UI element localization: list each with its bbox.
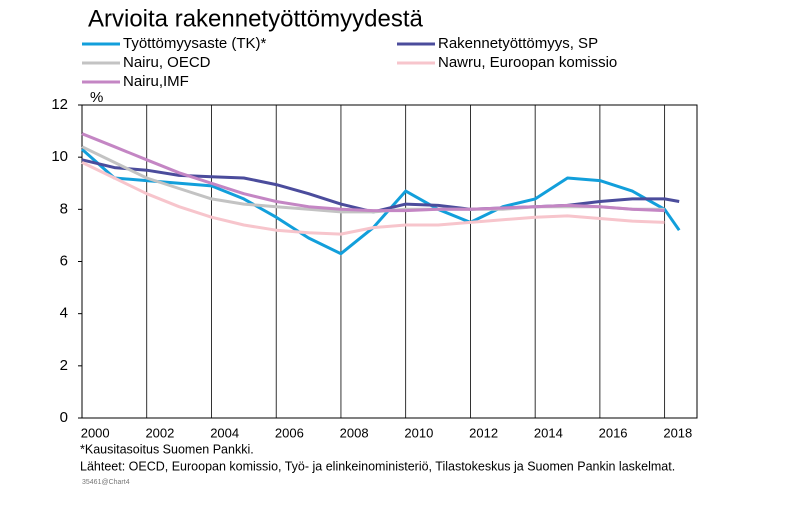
y-tick-label: 0: [60, 409, 68, 426]
x-tick-label: 2008: [340, 425, 369, 440]
x-tick-label: 2016: [599, 425, 628, 440]
legend-label: Rakennetyöttömyys, SP: [438, 35, 598, 52]
series-line: [81, 132, 665, 213]
x-tick-label: 2014: [534, 425, 563, 440]
footnote: *Kausitasoitus Suomen Pankki.: [80, 442, 254, 456]
x-tick-label: 2004: [210, 425, 239, 440]
y-tick-label: 10: [51, 148, 68, 165]
x-tick-label: 2010: [404, 425, 433, 440]
y-unit: %: [90, 89, 103, 106]
x-tick-label: 2018: [663, 425, 692, 440]
legend-label: Nairu,IMF: [123, 73, 189, 90]
x-tick-label: 2006: [275, 425, 304, 440]
y-tick-label: 2: [60, 357, 68, 374]
y-tick-label: 4: [60, 305, 68, 322]
legend-label: Nawru, Euroopan komissio: [438, 54, 617, 71]
x-tick-label: 2002: [145, 425, 174, 440]
x-tick-label: 2000: [81, 425, 110, 440]
y-tick-label: 6: [60, 252, 68, 269]
chart-title: Arvioita rakennetyöttömyydestä: [88, 5, 423, 32]
plot-frame: [81, 104, 698, 419]
y-tick-label: 12: [51, 96, 68, 113]
y-tick-label: 8: [60, 200, 68, 217]
series-line: [81, 161, 665, 236]
legend-label: Työttömyysaste (TK)*: [123, 35, 267, 52]
legend-label: Nairu, OECD: [123, 54, 211, 71]
source: Lähteet: OECD, Euroopan komissio, Työ- j…: [80, 459, 675, 473]
chart-id: 35461@Chart4: [82, 479, 130, 486]
x-tick-label: 2012: [469, 425, 498, 440]
